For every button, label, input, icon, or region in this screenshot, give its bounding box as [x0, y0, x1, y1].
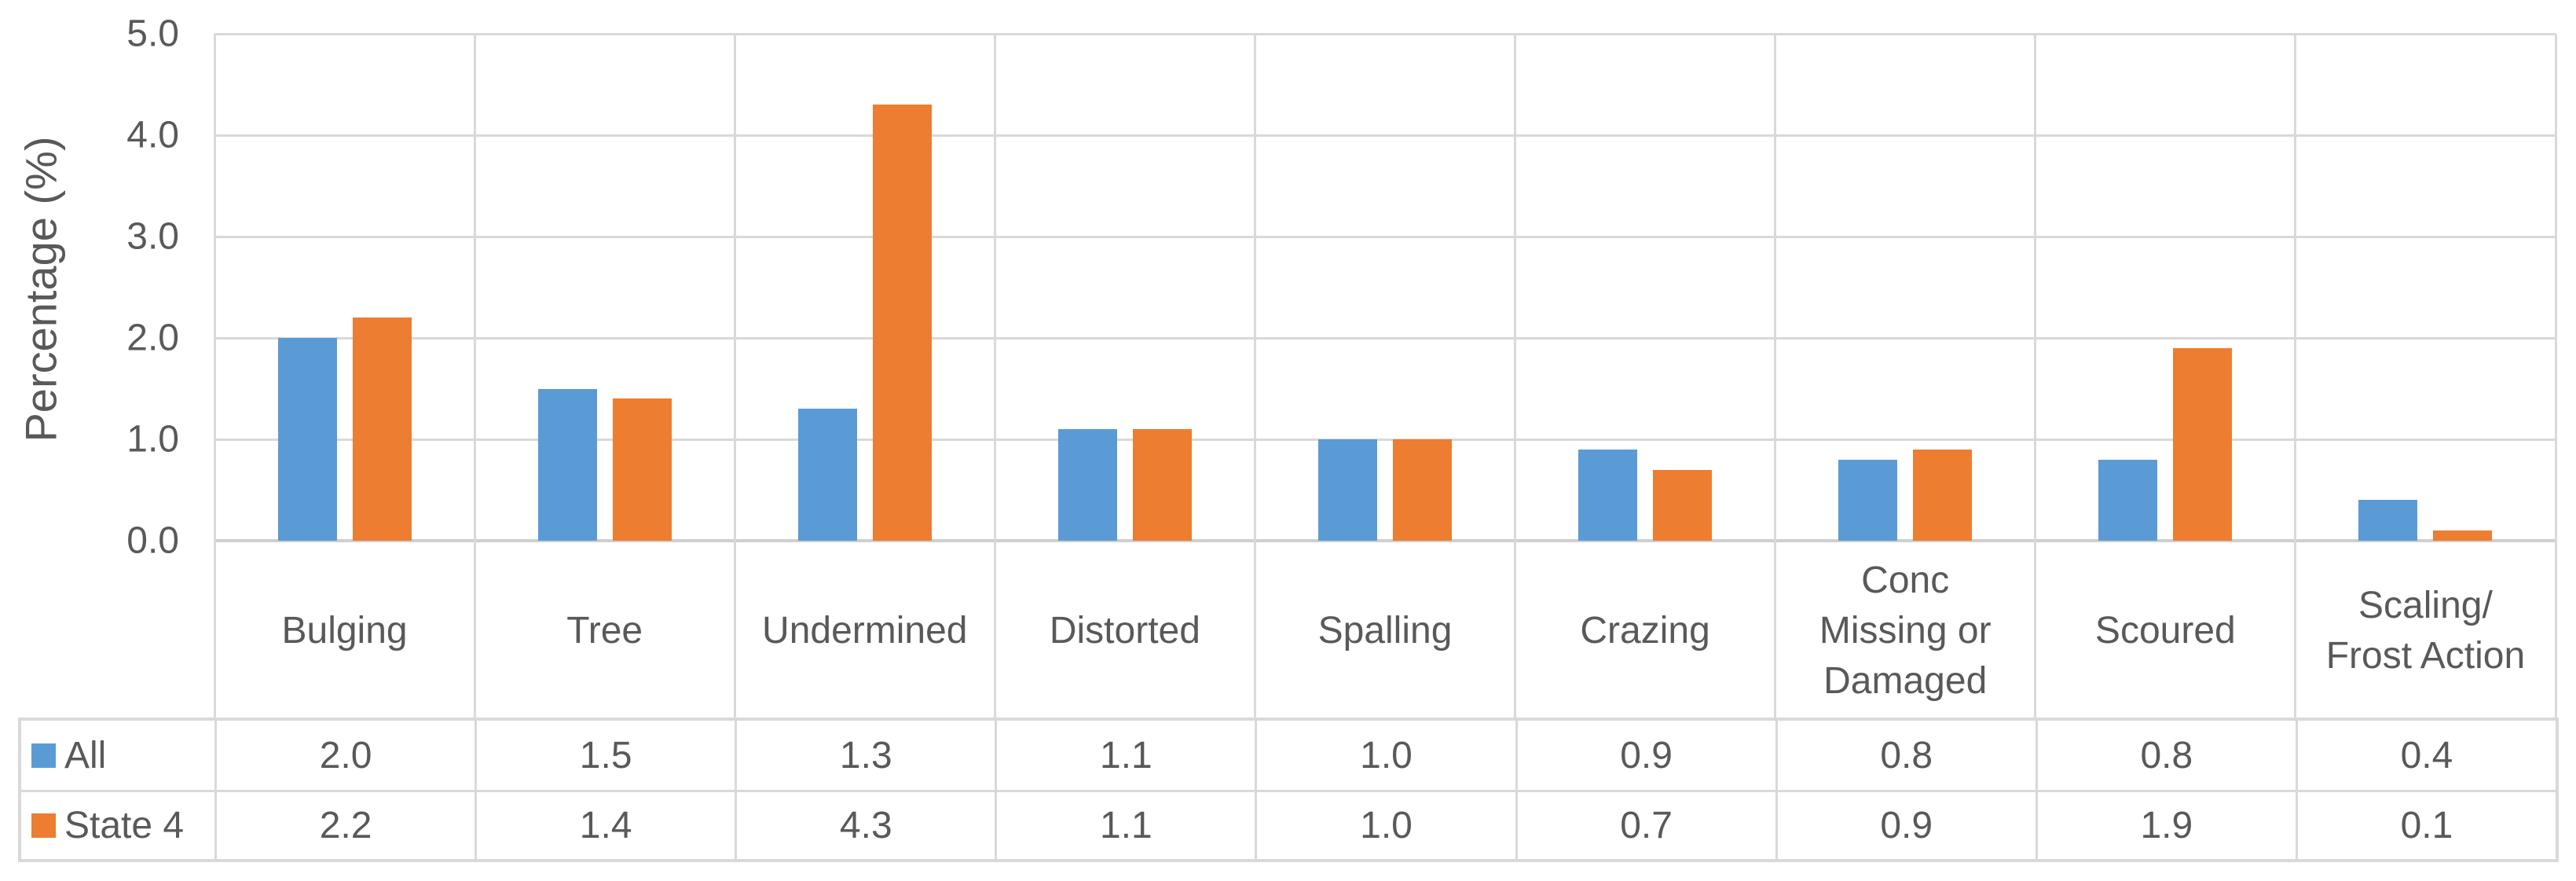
x-category-label: Crazing	[1580, 609, 1710, 652]
y-tick-label: 5.0	[126, 13, 179, 55]
v-gridline	[1253, 34, 1256, 721]
h-gridline	[214, 336, 2556, 340]
table-value-cell: 1.0	[1255, 790, 1515, 859]
bar	[2173, 347, 2233, 541]
legend-cell: All	[21, 721, 214, 790]
y-tick-label: 1.0	[126, 418, 179, 461]
table-value-cell: 0.9	[1775, 790, 2036, 859]
table-value-cell: 1.1	[995, 721, 1255, 790]
h-gridline	[214, 32, 2556, 35]
v-gridline	[473, 34, 476, 721]
table-value-cell: 0.9	[1515, 721, 1775, 790]
table-value-cell: 1.0	[1255, 721, 1515, 790]
series-label: All	[64, 734, 107, 776]
y-tick-label: 2.0	[126, 317, 179, 359]
y-axis-title: Percentage (%)	[16, 136, 66, 442]
x-category-label: Distorted	[1049, 609, 1200, 652]
table-value-cell: 1.3	[735, 721, 995, 790]
legend-cell: State 4	[21, 790, 214, 859]
x-category-label: Tree	[566, 609, 643, 652]
h-gridline	[214, 235, 2556, 238]
bar	[1393, 439, 1452, 541]
v-gridline	[2554, 34, 2557, 721]
series-label: State 4	[64, 805, 185, 846]
v-gridline	[1514, 34, 1517, 721]
v-gridline	[213, 34, 216, 721]
v-gridline	[2294, 34, 2297, 721]
x-category-label: Undermined	[762, 609, 968, 652]
bar	[1057, 429, 1117, 541]
v-gridline	[2034, 34, 2037, 721]
table-value-cell: 4.3	[735, 790, 995, 859]
bar	[612, 398, 672, 541]
v-gridline	[1774, 34, 1777, 721]
h-gridline	[214, 438, 2556, 441]
h-gridline	[214, 134, 2556, 137]
data-table: All 2.0 1.5 1.3 1.1 1.0 0.9 0.8 0.8 0.4 State 4 2.2…	[18, 718, 2559, 862]
bar	[1132, 429, 1192, 541]
bar	[1578, 449, 1638, 541]
v-gridline	[733, 34, 736, 721]
bar	[352, 318, 412, 541]
x-category-label: Scoured	[2094, 609, 2236, 652]
v-gridline	[993, 34, 996, 721]
bar	[2098, 459, 2158, 541]
table-value-cell: 1.9	[2035, 790, 2296, 859]
bar	[277, 338, 337, 541]
legend-swatch	[31, 743, 56, 768]
x-category-label: Conc Missing or Damaged	[1819, 559, 1992, 702]
legend-swatch	[31, 813, 56, 838]
bar	[2358, 500, 2418, 541]
table-value-cell: 1.1	[995, 790, 1255, 859]
table-value-cell: 0.8	[2035, 721, 2296, 790]
y-tick-label: 4.0	[126, 114, 179, 156]
bar	[1838, 459, 1898, 541]
bar	[537, 388, 597, 541]
table-value-cell: 1.4	[475, 790, 735, 859]
table-value-cell: 0.1	[2295, 790, 2556, 859]
x-axis-line	[214, 539, 2556, 542]
bar	[872, 105, 932, 541]
bar	[1318, 439, 1377, 541]
y-tick-label: 0.0	[126, 519, 179, 562]
x-category-label: Spalling	[1317, 609, 1453, 652]
table-value-cell: 2.2	[214, 790, 475, 859]
bar	[797, 409, 857, 541]
x-category-label: Scaling/ Frost Action	[2325, 584, 2526, 677]
table-value-cell: 0.4	[2295, 721, 2556, 790]
table-value-cell: 1.5	[475, 721, 735, 790]
table-value-cell: 0.8	[1775, 721, 2036, 790]
table-value-cell: 0.7	[1515, 790, 1775, 859]
bar	[2433, 530, 2493, 541]
bar	[1913, 449, 1973, 541]
bar	[1653, 469, 1713, 541]
y-tick-label: 3.0	[126, 215, 179, 258]
x-category-label: Bulging	[281, 609, 408, 652]
table-value-cell: 2.0	[214, 721, 475, 790]
